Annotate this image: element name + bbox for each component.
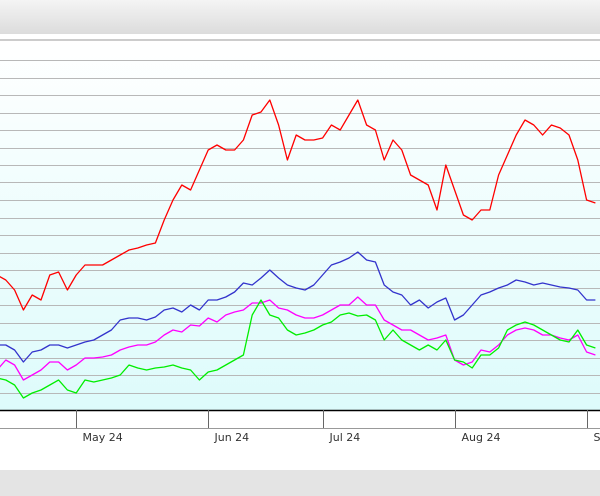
x-tick-label: May 24 — [83, 431, 123, 444]
top-bar — [0, 0, 600, 34]
series-line — [0, 296, 596, 381]
series-line — [0, 251, 596, 363]
x-tick-label: Jul 24 — [329, 431, 361, 444]
series-line — [0, 99, 596, 311]
series-line — [0, 299, 596, 399]
x-tick-label: Jun 24 — [214, 431, 250, 444]
x-tick-label: Sep 24 — [594, 431, 600, 444]
plot-area — [0, 40, 600, 410]
bottom-bar — [0, 470, 600, 496]
x-tick-label: Aug 24 — [462, 431, 501, 444]
